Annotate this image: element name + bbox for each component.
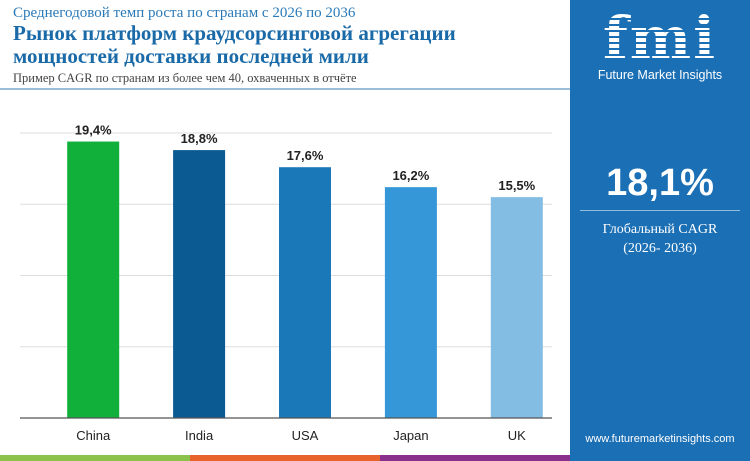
- data-label: 16,2%: [392, 168, 429, 183]
- data-label: 17,6%: [287, 148, 324, 163]
- bar-usa: [279, 167, 331, 418]
- header-divider: [0, 88, 570, 90]
- data-label: 19,4%: [75, 123, 112, 138]
- bar-japan: [384, 187, 437, 418]
- footer-stripe-purple: [380, 455, 570, 461]
- cagr-label: Глобальный CAGR: [602, 222, 718, 237]
- x-tick-label: China: [76, 428, 111, 443]
- x-tick-label: UK: [508, 428, 526, 443]
- fmi-logo: fmi: [570, 8, 750, 68]
- bar-china: [67, 141, 120, 419]
- data-label: 18,8%: [181, 131, 218, 146]
- cagr-period: (2026- 2036): [623, 241, 697, 256]
- x-tick-label: USA: [292, 428, 319, 443]
- brand-name: Future Market Insights: [597, 68, 723, 82]
- panel-divider: [580, 210, 740, 211]
- chart-subtitle: Среднегодовой темп роста по странам с 20…: [13, 5, 356, 21]
- footer-stripe-orange: [190, 455, 380, 461]
- global-cagr-value: 18,1%: [606, 162, 714, 204]
- global-cagr-label: Глобальный CAGR (2026- 2036): [570, 220, 750, 258]
- x-tick-label: Japan: [393, 428, 428, 443]
- bar-chart: 19,4% China 18,8% India 17,6% USA 16,2% Japan 15…: [20, 123, 552, 443]
- data-label: 15,5%: [498, 178, 535, 193]
- bar-uk: [490, 197, 543, 418]
- side-panel: fmi Future Market Insights 18,1% Глобаль…: [570, 0, 750, 461]
- website-link[interactable]: www.futuremarketinsights.com: [585, 433, 735, 445]
- x-tick-label: India: [185, 428, 214, 443]
- chart-note: Пример CAGR по странам из более чем 40, …: [13, 71, 357, 85]
- footer-stripe-green: [0, 455, 190, 461]
- chart-title: Рынок платформ краудсорсинговой агрегаци…: [13, 21, 456, 68]
- bar-india: [173, 150, 226, 418]
